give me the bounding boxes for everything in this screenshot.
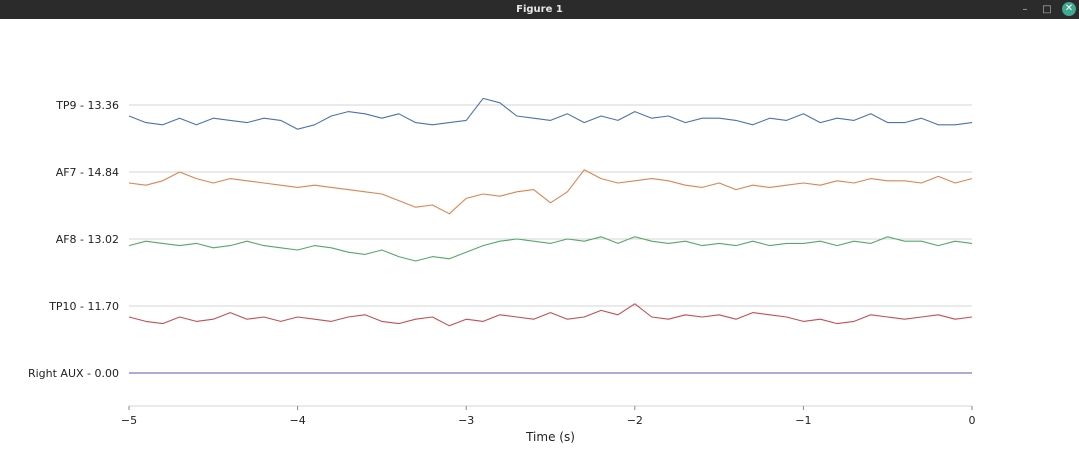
series-line (128, 303, 973, 327)
eeg-chart: TP9 - 13.36 AF7 - 14.84 AF8 - 13.02 TP10 - … (28, 97, 976, 444)
x-tick-label: −2 (627, 414, 643, 427)
channel-label: Right AUX - 0.00 (28, 367, 119, 380)
x-tick-label: −1 (795, 414, 811, 427)
x-tick-label: 0 (969, 414, 976, 427)
channel-label-layer: TP9 - 13.36 AF7 - 14.84 AF8 - 13.02 TP10 - … (28, 99, 119, 380)
grid-layer (129, 104, 972, 374)
channel-label: AF8 - 13.02 (56, 233, 119, 246)
close-icon[interactable]: ✕ (1062, 2, 1076, 16)
maximize-icon[interactable]: □ (1042, 4, 1052, 15)
window-title: Figure 1 (516, 4, 563, 15)
x-tick-label: −5 (121, 414, 137, 427)
window-titlebar[interactable]: Figure 1 – □ ✕ (0, 0, 1079, 19)
figure-canvas: TP9 - 13.36 AF7 - 14.84 AF8 - 13.02 TP10 - … (0, 19, 1079, 451)
series-line (128, 97, 973, 130)
channel-label: AF7 - 14.84 (56, 166, 119, 179)
minimize-icon[interactable]: – (1022, 4, 1028, 15)
series-line (128, 236, 973, 262)
x-axis: −5 −4 −3 −2 −1 0 Time (s) (121, 405, 976, 444)
x-tick-label: −4 (289, 414, 305, 427)
series-line (128, 169, 973, 215)
x-tick-label: −3 (458, 414, 474, 427)
channel-label: TP10 - 11.70 (48, 300, 119, 313)
series-layer (128, 97, 973, 374)
x-axis-label: Time (s) (525, 430, 575, 444)
channel-label: TP9 - 13.36 (55, 99, 119, 112)
